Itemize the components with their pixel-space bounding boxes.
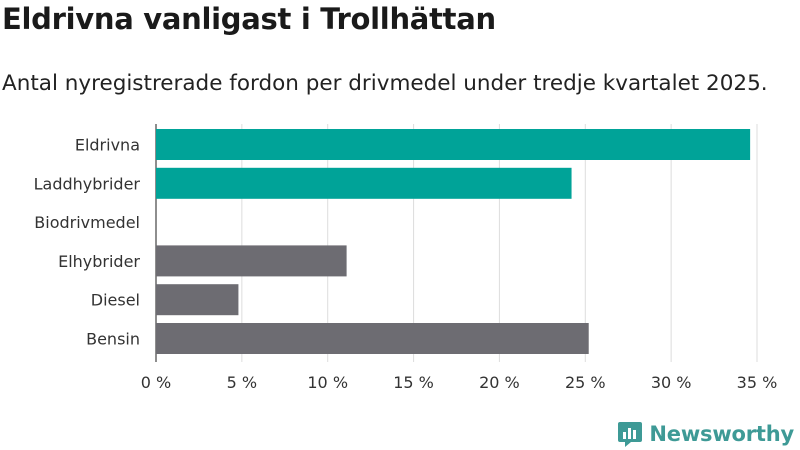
category-labels: Eldrivna Laddhybrider Biodrivmedel Elhybrid… <box>34 136 141 349</box>
category-label: Elhybrider <box>58 252 140 271</box>
x-axis: 0 % 5 % 10 % 15 % 20 % 25 % 30 % 35 % <box>141 373 778 392</box>
chart-subtitle: Antal nyregistrerade fordon per drivmede… <box>2 71 768 96</box>
bar-diesel <box>156 284 239 316</box>
category-label: Biodrivmedel <box>34 213 140 232</box>
x-tick-label: 10 % <box>307 373 348 392</box>
bar-elhybrider <box>156 245 347 277</box>
chart-title: Eldrivna vanligast i Trollhättan <box>2 2 496 36</box>
x-tick-label: 0 % <box>141 373 171 392</box>
x-tick-label: 5 % <box>227 373 257 392</box>
category-label: Bensin <box>86 330 140 349</box>
x-tick-label: 35 % <box>737 373 778 392</box>
category-label: Eldrivna <box>75 136 140 155</box>
x-tick-label: 25 % <box>565 373 606 392</box>
bars <box>156 129 751 354</box>
bar-bensin <box>156 323 589 354</box>
x-tick-label: 20 % <box>479 373 520 392</box>
x-tick-label: 30 % <box>651 373 692 392</box>
gridlines <box>155 124 758 362</box>
category-label: Laddhybrider <box>34 174 141 193</box>
x-tick-label: 15 % <box>393 373 434 392</box>
newsworthy-logo-icon <box>618 422 643 447</box>
bar-eldrivna <box>156 129 751 160</box>
bar-laddhybrider <box>156 167 572 199</box>
category-label: Diesel <box>91 291 140 310</box>
brand-name: Newsworthy <box>649 422 794 446</box>
brand-logo: Newsworthy <box>617 420 794 448</box>
